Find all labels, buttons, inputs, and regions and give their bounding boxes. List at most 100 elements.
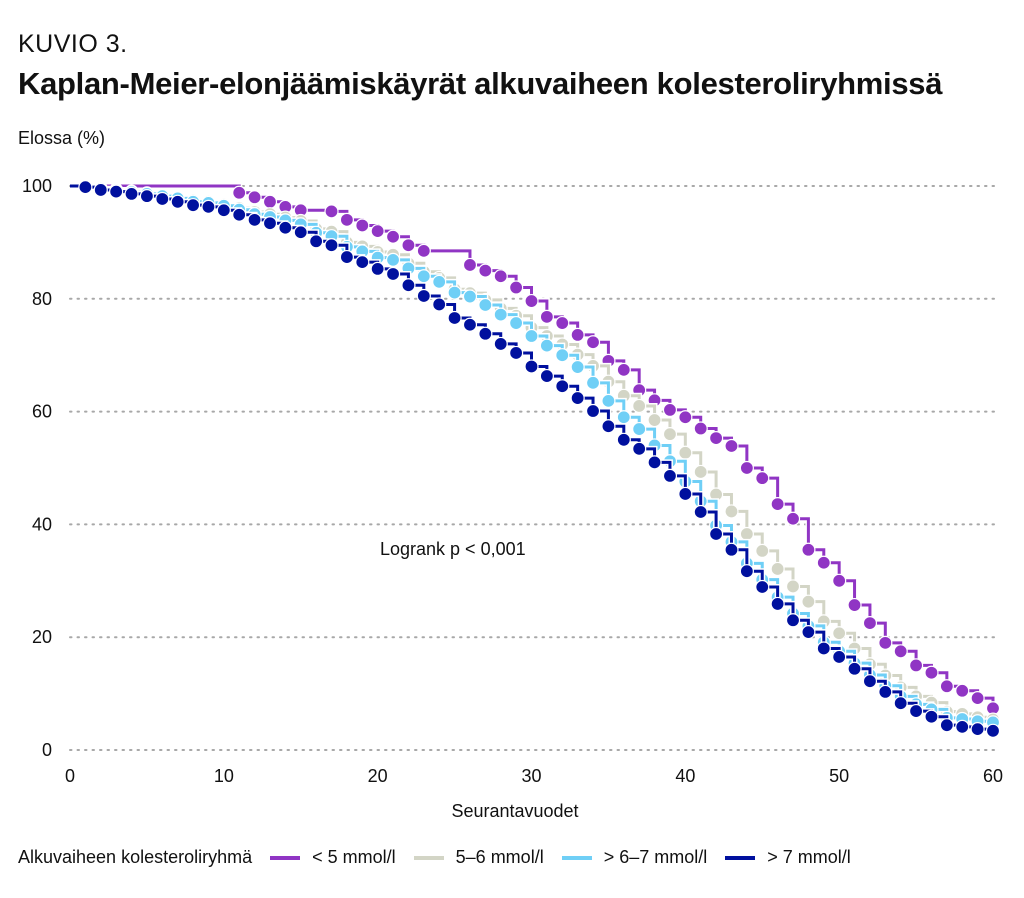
data-point [109,184,124,199]
data-point [908,703,924,719]
data-point [662,427,678,442]
y-tick-label: 60 [32,402,52,422]
data-point [262,194,278,209]
legend-item-5-6: 5–6 mmol/l [413,847,544,868]
x-tick-label: 20 [368,766,388,786]
series-line [70,184,995,720]
x-tick-label: 30 [521,766,541,786]
data-point [570,327,585,342]
legend-label: > 7 mmol/l [767,847,851,867]
x-tick-label: 40 [675,766,695,786]
y-tick-label: 0 [42,740,52,760]
data-point [339,249,354,265]
data-point [478,297,493,313]
data-point [585,403,601,419]
legend-swatch [725,855,756,860]
data-point [832,649,847,665]
data-point [524,293,539,309]
data-point [493,269,508,284]
data-point [785,613,801,628]
legend-item-lt5: < 5 mmol/l [270,847,396,868]
legend-label: 5–6 mmol/l [455,847,544,867]
data-point [893,696,908,711]
data-point [385,229,401,244]
data-point [262,216,278,231]
data-point [770,496,785,512]
data-point [432,297,447,312]
data-point [370,224,385,239]
data-point [432,274,447,289]
legend-item-gt7: > 7 mmol/l [725,847,851,868]
data-point [847,597,862,613]
data-point [232,207,247,222]
data-point [339,212,354,227]
legend-label: > 6–7 mmol/l [603,847,708,867]
data-point [555,379,570,394]
data-point [878,635,893,650]
data-point [601,393,616,408]
series-0 [70,183,1001,716]
data-point [832,626,847,641]
data-point [893,644,908,659]
legend-item-6-7: > 6–7 mmol/l [561,847,708,868]
data-point [570,390,585,406]
data-point [355,255,370,270]
data-point [478,263,493,278]
legend-swatch [561,855,592,860]
data-point [662,402,678,418]
data-point [78,180,93,195]
data-point [755,543,770,559]
series-1 [70,179,1001,727]
y-tick-label: 20 [32,627,52,647]
data-point [955,683,970,698]
data-point [416,288,431,304]
legend-swatch [270,855,301,860]
data-point [632,398,647,414]
data-point [324,204,339,219]
data-point [216,203,231,218]
y-tick-label: 40 [32,514,52,534]
data-point [724,438,739,454]
data-point [785,511,801,526]
data-point [462,289,478,304]
data-point [539,338,554,353]
data-point [401,238,416,253]
x-tick-label: 0 [65,766,75,786]
data-point [770,596,785,612]
y-tick-label: 100 [22,176,52,196]
data-point [555,348,570,363]
series-line [70,184,995,709]
x-tick-label: 50 [829,766,849,786]
series-3 [70,180,1001,738]
legend-label: < 5 mmol/l [312,847,396,867]
data-point [555,315,570,331]
data-point [616,410,631,425]
data-point [924,665,939,680]
data-point [124,186,139,201]
data-point [693,421,708,436]
data-point [447,285,462,300]
data-point [247,212,262,227]
data-point [924,709,939,724]
data-point [662,468,678,483]
series-line-halo [70,183,996,709]
data-point [724,504,739,519]
data-point [478,326,493,341]
x-tick-label: 10 [214,766,234,786]
data-point [185,198,201,213]
data-point [416,269,431,284]
data-point [139,189,155,204]
data-point [401,278,416,293]
x-tick-label: 60 [983,766,1003,786]
legend-swatch [413,855,444,860]
data-point [447,310,462,326]
data-point [632,421,647,437]
chart-title: Kaplan-Meier-elonjäämiskäyrät alkuvaihee… [18,66,943,101]
data-point [739,526,754,542]
data-point [955,719,970,734]
data-point [247,190,262,205]
data-point [416,243,431,258]
data-point [616,432,631,447]
data-point [524,359,539,374]
data-point [878,684,893,700]
